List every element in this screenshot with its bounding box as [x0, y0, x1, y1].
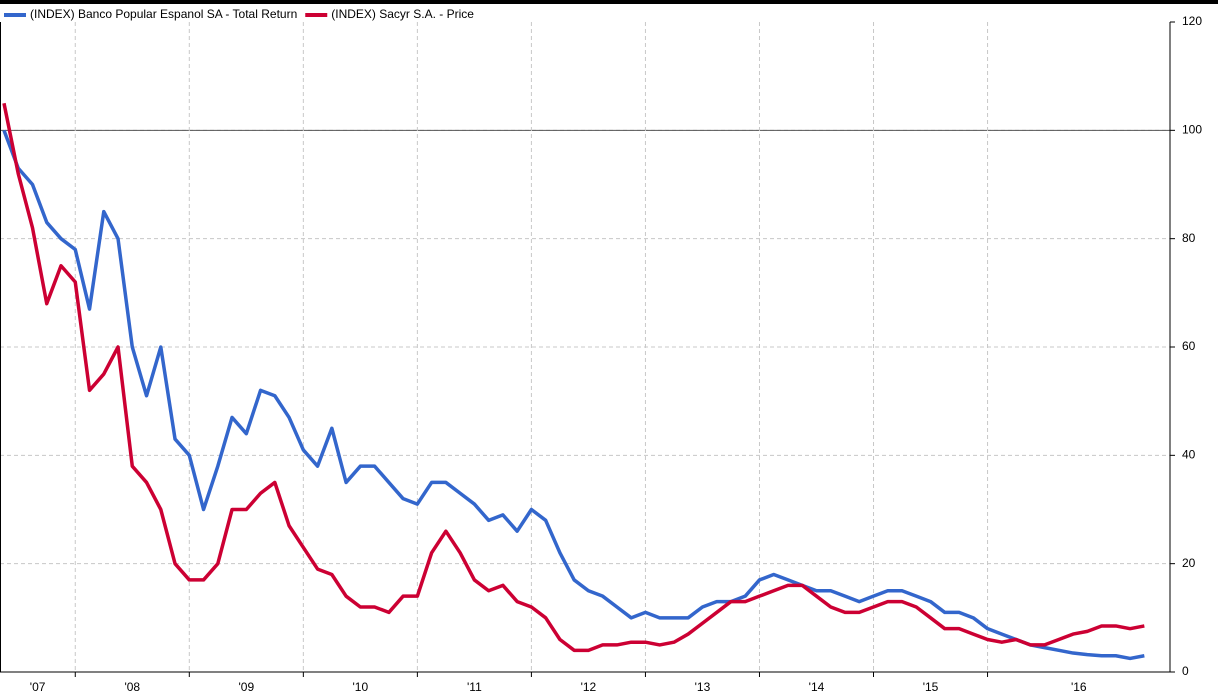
x-tick-label: '15	[923, 680, 939, 694]
y-tick-label: 0	[1182, 664, 1189, 678]
x-tick-label: '08	[124, 680, 140, 694]
x-tick-label: '12	[581, 680, 597, 694]
y-tick-label: 80	[1182, 231, 1196, 245]
y-tick-label: 60	[1182, 339, 1196, 353]
y-tick-label: 20	[1182, 556, 1196, 570]
series-line	[2, 129, 1145, 661]
legend-label: (INDEX) Sacyr S.A. - Price	[331, 7, 474, 21]
top-bar	[0, 0, 1218, 4]
legend: (INDEX) Banco Popular Espanol SA - Total…	[4, 7, 474, 21]
x-tick-label: '07	[30, 680, 46, 694]
y-tick-label: 40	[1182, 448, 1196, 462]
y-tick-label: 100	[1182, 123, 1202, 137]
y-tick-label: 120	[1182, 14, 1202, 28]
x-tick-label: '14	[809, 680, 825, 694]
x-tick-label: '13	[695, 680, 711, 694]
series-line	[2, 102, 1145, 653]
x-tick-label: '16	[1071, 680, 1087, 694]
x-tick-label: '11	[467, 680, 482, 694]
x-tick-label: '09	[238, 680, 254, 694]
x-tick-label: '10	[353, 680, 369, 694]
legend-label: (INDEX) Banco Popular Espanol SA - Total…	[30, 7, 297, 21]
